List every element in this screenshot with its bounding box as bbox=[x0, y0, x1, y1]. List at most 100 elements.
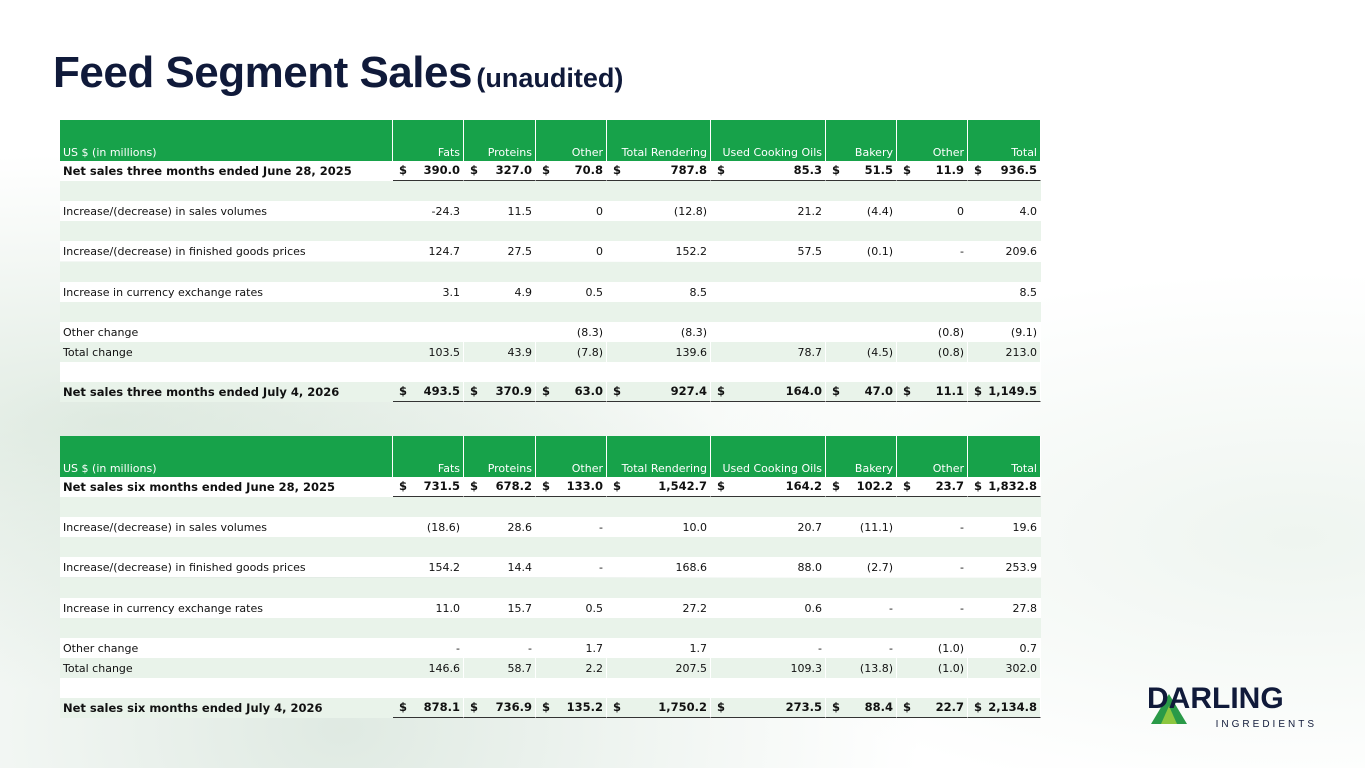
value-cell: $878.1 bbox=[393, 698, 464, 719]
logo-icon-inner bbox=[1161, 706, 1177, 724]
header-cell: Other bbox=[897, 120, 968, 161]
cell-value: 102.2 bbox=[856, 479, 893, 494]
cell-value: - bbox=[960, 521, 964, 535]
cell-value: (0.8) bbox=[937, 325, 964, 339]
cell-value: (1.0) bbox=[937, 641, 964, 655]
currency-sign: $ bbox=[613, 479, 622, 494]
value-cell: (18.6) bbox=[393, 517, 464, 538]
cell-value: 1,149.5 bbox=[988, 384, 1037, 399]
header-cell: US $ (in millions) bbox=[60, 436, 393, 477]
value-cell: $23.7 bbox=[897, 477, 968, 498]
currency-sign: $ bbox=[399, 479, 408, 494]
header-text: Total bbox=[1011, 462, 1037, 475]
cell-value: 168.6 bbox=[675, 561, 708, 575]
value-cell: - bbox=[536, 517, 607, 538]
cell-value: 4.9 bbox=[514, 285, 533, 299]
cell-value: 51.5 bbox=[864, 163, 893, 178]
value-cell: 11.5 bbox=[464, 201, 536, 222]
row-label-cell: Increase/(decrease) in sales volumes bbox=[60, 517, 393, 538]
value-cell: 146.6 bbox=[393, 657, 464, 678]
value-cell: $47.0 bbox=[826, 382, 897, 403]
cell-value: 1,542.7 bbox=[658, 479, 707, 494]
value-cell: 27.2 bbox=[607, 597, 711, 618]
value-cell: (2.7) bbox=[826, 557, 897, 578]
cell-value: 787.8 bbox=[670, 163, 707, 178]
currency-sign: $ bbox=[399, 163, 408, 178]
value-cell: 152.2 bbox=[607, 241, 711, 262]
cell-value: 164.2 bbox=[785, 479, 822, 494]
currency-sign: $ bbox=[903, 700, 912, 715]
cell-value: 0.5 bbox=[585, 601, 604, 615]
currency-sign: $ bbox=[832, 479, 841, 494]
value-cell: $2,134.8 bbox=[968, 698, 1041, 719]
row-label-cell: Increase/(decrease) in finished goods pr… bbox=[60, 557, 393, 578]
cell-value: 152.2 bbox=[675, 245, 708, 259]
header-cell: Other bbox=[536, 120, 607, 161]
cell-value: (18.6) bbox=[426, 521, 460, 535]
cell-value: 88.0 bbox=[797, 561, 823, 575]
row-label: Increase/(decrease) in sales volumes bbox=[63, 205, 267, 219]
cell-value: 19.6 bbox=[1012, 521, 1038, 535]
cell-value: 0.6 bbox=[804, 601, 823, 615]
value-cell: 8.5 bbox=[968, 281, 1041, 302]
cell-value: 302.0 bbox=[1005, 661, 1038, 675]
cell-value: 1,832.8 bbox=[988, 479, 1037, 494]
value-cell: 213.0 bbox=[968, 341, 1041, 362]
cell-value: 390.0 bbox=[423, 163, 460, 178]
title: Feed Segment Sales (unaudited) bbox=[53, 48, 623, 98]
cell-value: 493.5 bbox=[423, 384, 460, 399]
currency-sign: $ bbox=[542, 384, 551, 399]
value-cell: $85.3 bbox=[711, 161, 826, 182]
logo: DARLING INGREDIENTS bbox=[1147, 684, 1314, 730]
value-cell: $927.4 bbox=[607, 382, 711, 403]
header-cell: Bakery bbox=[826, 436, 897, 477]
cell-value: 27.2 bbox=[682, 601, 708, 615]
value-cell: - bbox=[826, 597, 897, 618]
header-cell: US $ (in millions) bbox=[60, 120, 393, 161]
cell-value: 14.4 bbox=[507, 561, 533, 575]
value-cell: (0.1) bbox=[826, 241, 897, 262]
value-cell: 209.6 bbox=[968, 241, 1041, 262]
cell-value: (7.8) bbox=[576, 345, 603, 359]
cell-value: - bbox=[960, 561, 964, 575]
currency-sign: $ bbox=[903, 384, 912, 399]
value-cell: (4.5) bbox=[826, 341, 897, 362]
cell-value: (0.1) bbox=[866, 245, 893, 259]
cell-value: 85.3 bbox=[793, 163, 822, 178]
value-cell: (0.8) bbox=[897, 341, 968, 362]
value-cell: 27.8 bbox=[968, 597, 1041, 618]
row-label-cell: Increase in currency exchange rates bbox=[60, 281, 393, 302]
header-text: Proteins bbox=[487, 462, 532, 475]
currency-sign: $ bbox=[717, 700, 726, 715]
currency-sign: $ bbox=[903, 163, 912, 178]
cell-value: 70.8 bbox=[574, 163, 603, 178]
row-label-cell: Total change bbox=[60, 657, 393, 678]
cell-value: (11.1) bbox=[859, 521, 893, 535]
value-cell: $164.0 bbox=[711, 382, 826, 403]
value-cell: - bbox=[897, 241, 968, 262]
table: US $ (in millions) Fats Proteins Other Total… bbox=[60, 120, 1041, 404]
header-text: Fats bbox=[437, 146, 460, 159]
cell-value: 4.0 bbox=[1019, 205, 1038, 219]
cell-value: 88.4 bbox=[864, 700, 893, 715]
value-cell: (13.8) bbox=[826, 657, 897, 678]
header-cell: Used Cooking Oils bbox=[711, 436, 826, 477]
cell-value: - bbox=[889, 601, 893, 615]
header-text: Total bbox=[1011, 146, 1037, 159]
value-cell: 21.2 bbox=[711, 201, 826, 222]
row-label-cell: Total change bbox=[60, 341, 393, 362]
cell-value: 213.0 bbox=[1005, 345, 1038, 359]
value-cell: (8.3) bbox=[607, 321, 711, 342]
cell-value: 11.1 bbox=[935, 384, 964, 399]
currency-sign: $ bbox=[399, 384, 408, 399]
value-cell: (1.0) bbox=[897, 657, 968, 678]
header-cell: Total bbox=[968, 436, 1041, 477]
currency-sign: $ bbox=[470, 700, 479, 715]
value-cell: 4.0 bbox=[968, 201, 1041, 222]
cell-value: 2,134.8 bbox=[988, 700, 1037, 715]
value-cell: 0 bbox=[536, 241, 607, 262]
logo-name: DARLING bbox=[1147, 684, 1284, 715]
value-cell: (4.4) bbox=[826, 201, 897, 222]
currency-sign: $ bbox=[470, 479, 479, 494]
cell-value: 15.7 bbox=[507, 601, 533, 615]
